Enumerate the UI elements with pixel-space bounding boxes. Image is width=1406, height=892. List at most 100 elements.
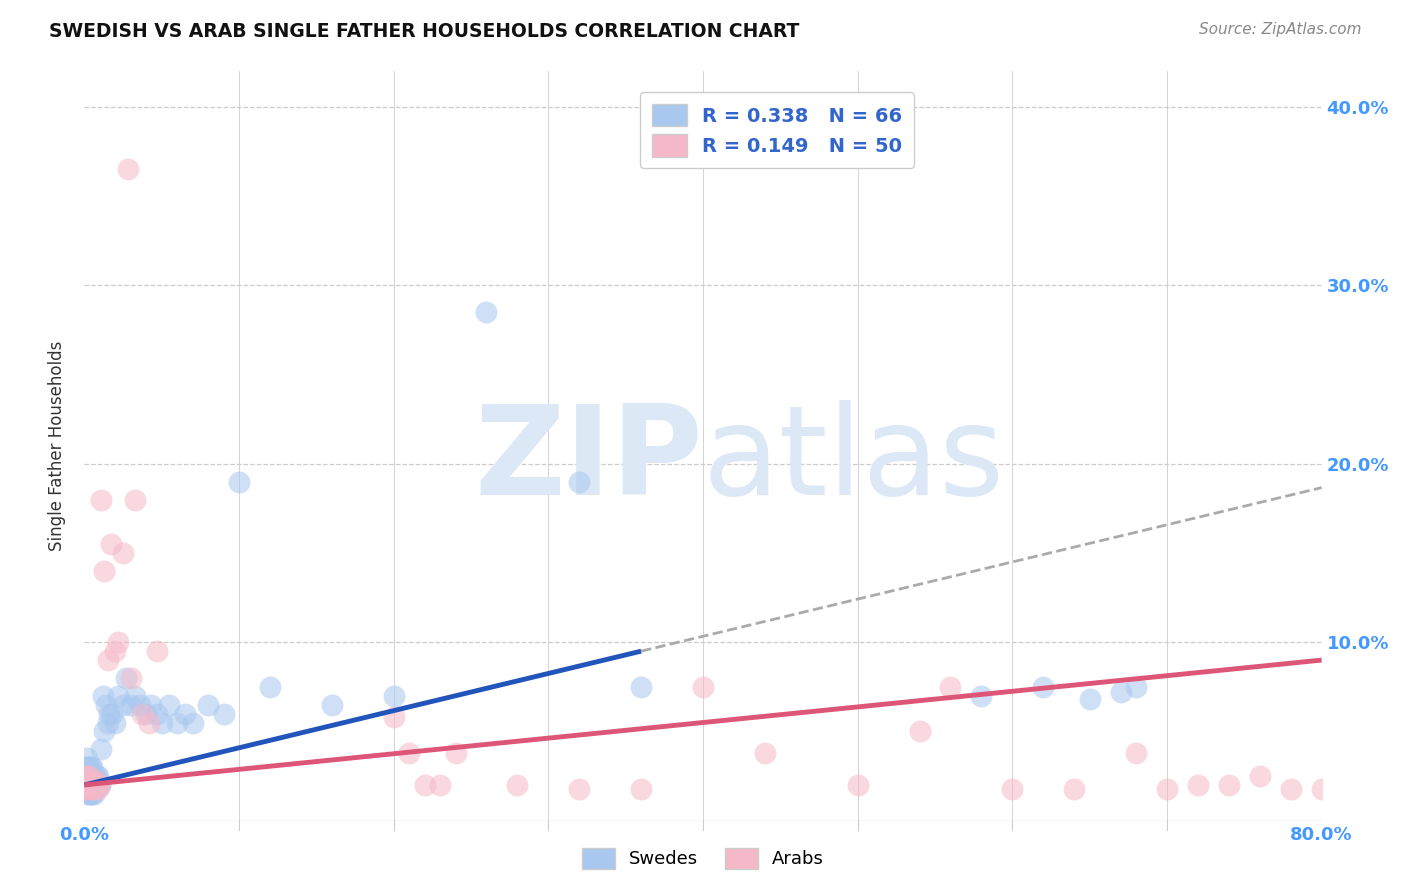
Point [104,644,127,658]
Point [79,769,101,783]
Point [83,769,105,783]
Point [93,724,115,739]
Point [76,781,98,796]
Point [1279,781,1302,796]
Point [475,305,498,319]
Point [117,162,139,177]
Point [131,706,153,721]
Point [139,698,162,712]
Point [107,635,129,649]
Point [1078,692,1101,706]
Point [75,769,97,783]
Point [86,769,108,783]
Point [89,778,111,792]
Point [77,778,100,792]
Point [79,774,101,789]
Point [124,689,146,703]
Point [1249,769,1271,783]
Point [846,778,869,792]
Point [76,751,98,765]
Point [83,778,105,792]
Point [321,698,343,712]
Point [101,706,124,721]
Point [166,715,188,730]
Point [100,537,122,551]
Point [429,778,451,792]
Point [77,787,100,801]
Point [1125,680,1147,694]
Text: atlas: atlas [703,401,1005,522]
Point [228,475,250,489]
Point [96,715,118,730]
Point [82,787,104,801]
Point [754,746,776,760]
Point [1310,781,1333,796]
Point [159,698,180,712]
Point [84,769,107,783]
Point [76,778,98,792]
Point [86,778,108,792]
Point [398,746,420,760]
Text: ZIP: ZIP [474,401,703,522]
Legend: R = 0.338   N = 66, R = 0.149   N = 50: R = 0.338 N = 66, R = 0.149 N = 50 [640,92,914,169]
Point [382,689,405,703]
Point [76,787,98,801]
Point [150,715,173,730]
Point [76,769,98,783]
Point [87,769,110,783]
Point [94,698,117,712]
Point [413,778,436,792]
Point [84,778,107,792]
Point [93,564,115,578]
Point [1109,685,1132,699]
Point [96,653,118,667]
Point [83,787,105,801]
Point [83,781,105,796]
Point [75,778,97,792]
Point [75,769,97,783]
Point [692,680,714,694]
Point [120,698,142,712]
Point [90,742,112,756]
Point [181,715,204,730]
Point [75,781,97,796]
Point [77,778,100,792]
Point [112,546,135,560]
Point [1125,746,1147,760]
Point [124,492,146,507]
Point [87,778,110,792]
Point [174,706,197,721]
Point [91,689,114,703]
Point [212,706,235,721]
Y-axis label: Single Father Households: Single Father Households [48,341,66,551]
Point [82,769,104,783]
Point [1032,680,1054,694]
Point [89,778,111,792]
Point [197,698,219,712]
Point [115,671,138,685]
Point [77,769,100,783]
Point [76,769,98,783]
Point [90,492,112,507]
Point [970,689,993,703]
Point [630,680,652,694]
Point [79,787,101,801]
Point [79,778,101,792]
Point [382,710,405,724]
Point [135,706,157,721]
Point [146,644,169,658]
Point [1063,781,1085,796]
Point [1001,781,1024,796]
Point [104,715,127,730]
Text: SWEDISH VS ARAB SINGLE FATHER HOUSEHOLDS CORRELATION CHART: SWEDISH VS ARAB SINGLE FATHER HOUSEHOLDS… [49,22,800,41]
Point [506,778,529,792]
Point [138,715,160,730]
Point [568,475,591,489]
Point [77,760,100,774]
Point [1156,781,1178,796]
Point [1187,778,1209,792]
Point [107,689,129,703]
Point [84,778,107,792]
Point [908,724,931,739]
Point [86,774,108,789]
